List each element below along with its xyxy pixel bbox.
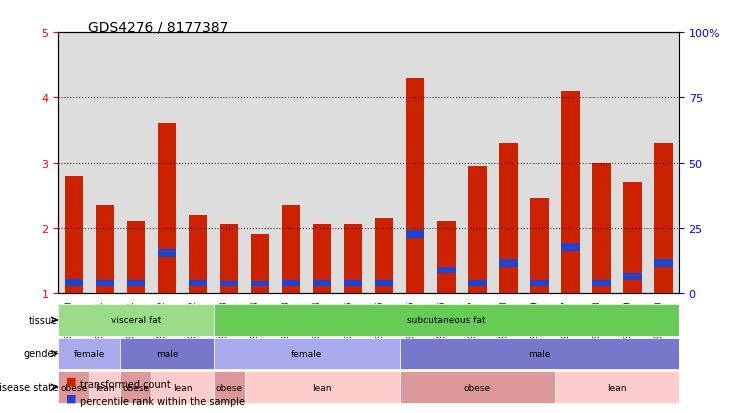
Bar	[189, 280, 207, 287]
Text: ■: ■	[66, 376, 76, 386]
Bar	[623, 274, 642, 280]
Bar	[654, 144, 673, 293]
Text: obese: obese	[61, 382, 88, 392]
Text: tissue: tissue	[28, 315, 58, 325]
Bar	[344, 225, 363, 293]
Text: lean: lean	[95, 382, 115, 392]
Bar	[96, 205, 114, 293]
FancyBboxPatch shape	[152, 371, 214, 403]
FancyBboxPatch shape	[120, 338, 214, 369]
Text: disease state: disease state	[0, 382, 58, 392]
Bar	[344, 280, 363, 287]
Bar	[313, 280, 331, 287]
Bar	[251, 282, 269, 287]
Bar	[406, 230, 425, 238]
Bar	[375, 280, 393, 287]
Text: transformed count: transformed count	[80, 379, 171, 389]
Bar	[561, 243, 580, 251]
Bar	[220, 225, 238, 293]
FancyBboxPatch shape	[214, 371, 245, 403]
Bar	[189, 215, 207, 293]
FancyBboxPatch shape	[120, 371, 152, 403]
FancyBboxPatch shape	[214, 304, 679, 336]
Text: gender: gender	[23, 349, 58, 358]
FancyBboxPatch shape	[245, 371, 400, 403]
Text: lean: lean	[312, 382, 332, 392]
Bar	[375, 218, 393, 293]
Text: lean: lean	[173, 382, 192, 392]
Bar	[654, 259, 673, 267]
Text: visceral fat: visceral fat	[111, 316, 161, 325]
Bar	[96, 280, 114, 287]
Bar	[282, 280, 301, 287]
Bar	[158, 249, 177, 257]
Bar	[220, 282, 238, 287]
Bar	[127, 280, 145, 287]
Text: ■: ■	[66, 393, 76, 403]
Text: obese: obese	[215, 382, 242, 392]
FancyBboxPatch shape	[400, 371, 555, 403]
Bar	[313, 225, 331, 293]
Text: percentile rank within the sample: percentile rank within the sample	[80, 396, 245, 406]
Bar	[251, 235, 269, 293]
Text: lean: lean	[607, 382, 626, 392]
FancyBboxPatch shape	[58, 338, 120, 369]
Bar	[437, 222, 456, 293]
Bar	[64, 176, 83, 293]
FancyBboxPatch shape	[400, 338, 679, 369]
Bar	[127, 222, 145, 293]
Bar	[499, 144, 518, 293]
FancyBboxPatch shape	[58, 371, 89, 403]
Text: obese: obese	[123, 382, 150, 392]
Text: obese: obese	[464, 382, 491, 392]
Text: male: male	[155, 349, 178, 358]
Bar	[530, 280, 549, 287]
FancyBboxPatch shape	[89, 371, 120, 403]
Bar	[592, 163, 611, 293]
FancyBboxPatch shape	[555, 371, 679, 403]
Text: subcutaneous fat: subcutaneous fat	[407, 316, 485, 325]
Bar	[406, 78, 425, 293]
Bar	[530, 199, 549, 293]
Bar	[468, 166, 487, 293]
Bar	[282, 205, 301, 293]
Text: GDS4276 / 8177387: GDS4276 / 8177387	[88, 21, 228, 35]
Text: female: female	[74, 349, 105, 358]
FancyBboxPatch shape	[214, 338, 400, 369]
Bar	[64, 279, 83, 287]
Bar	[437, 267, 456, 274]
Bar	[499, 259, 518, 267]
Bar	[158, 124, 177, 293]
Bar	[592, 280, 611, 287]
FancyBboxPatch shape	[58, 304, 214, 336]
Bar	[561, 92, 580, 293]
Bar	[623, 183, 642, 293]
Text: male: male	[528, 349, 550, 358]
Text: female: female	[291, 349, 322, 358]
Bar	[468, 280, 487, 287]
